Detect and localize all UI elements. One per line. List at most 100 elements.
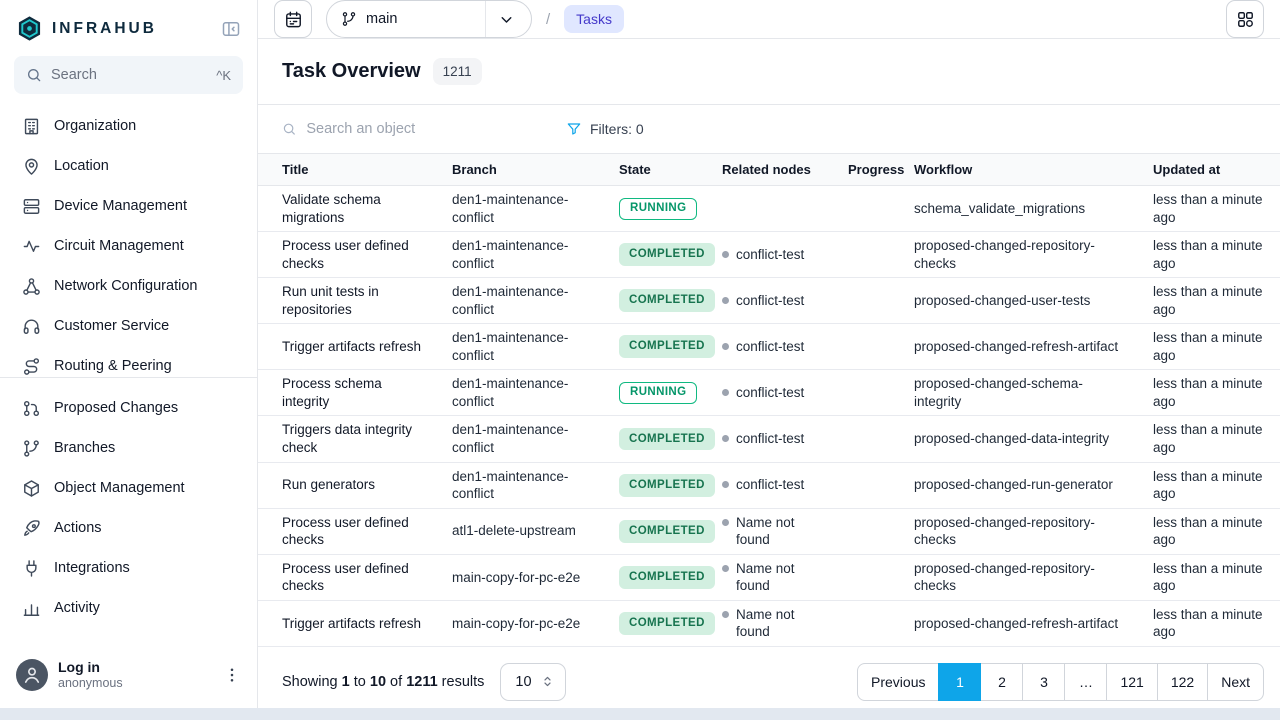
table-row[interactable]: Process user defined checks main-copy-fo…	[258, 554, 1280, 601]
sidebar-item-actions[interactable]: Actions	[12, 508, 245, 548]
sidebar: INFRAHUB Search ^K Organization Location…	[0, 0, 258, 708]
table-row[interactable]: Process user defined checks atl1-delete-…	[258, 508, 1280, 555]
sidebar-item-organization[interactable]: Organization	[12, 106, 245, 146]
cell-related-nodes: conflict-test	[710, 462, 836, 509]
sidebar-item-proposed-changes[interactable]: Proposed Changes	[12, 388, 245, 428]
sidebar-item-label: Customer Service	[54, 318, 170, 334]
pagination-ellipsis[interactable]: …	[1064, 662, 1108, 701]
table-row[interactable]: Trigger artifacts refresh den1-maintenan…	[258, 323, 1280, 371]
sidebar-item-routing-peering[interactable]: Routing & Peering	[12, 346, 245, 377]
plug-icon	[22, 559, 41, 578]
sidebar-item-branches[interactable]: Branches	[12, 428, 245, 468]
logo-row: INFRAHUB	[0, 0, 257, 54]
page-size-select[interactable]: 10	[500, 662, 566, 701]
object-search-input[interactable]	[306, 121, 522, 137]
cell-title: Run unit tests in repositories	[258, 277, 440, 325]
pagination-page-1[interactable]: 1	[938, 662, 982, 701]
cell-title: Validate schema migrations	[258, 185, 440, 233]
cell-updated-at: less than a minute ago	[1141, 277, 1280, 325]
pagination-previous[interactable]: Previous	[857, 662, 940, 701]
pagination-page-122[interactable]: 122	[1156, 662, 1209, 701]
cube-icon	[22, 479, 41, 498]
column-header-branch: Branch	[440, 153, 607, 186]
breadcrumb-tasks[interactable]: Tasks	[564, 5, 624, 33]
cell-branch: den1-maintenance-conflict	[440, 231, 607, 279]
apps-button[interactable]	[1226, 0, 1264, 38]
related-node-link[interactable]: conflict-test	[736, 339, 805, 355]
date-selector-button[interactable]	[274, 0, 312, 38]
object-search	[282, 121, 522, 137]
column-header-updated-at: Updated at	[1141, 153, 1280, 186]
chevron-down-icon	[498, 11, 515, 28]
pagination-page-2[interactable]: 2	[980, 662, 1024, 701]
branch-name: main	[366, 11, 398, 27]
tasks-table: Title Branch State Related nodes Progres…	[258, 153, 1280, 647]
pagination: Previous 1 2 3… 121 122 Next	[857, 662, 1264, 701]
sidebar-item-location[interactable]: Location	[12, 146, 245, 186]
login-button[interactable]: Log in	[58, 658, 100, 675]
user-menu-button[interactable]	[223, 666, 241, 684]
node-status-dot	[722, 435, 729, 443]
related-node-link[interactable]: Name not found	[736, 514, 795, 548]
state-badge: COMPLETED	[619, 473, 715, 497]
sidebar-item-network-configuration[interactable]: Network Configuration	[12, 266, 245, 306]
cell-branch: main-copy-for-pc-e2e	[440, 600, 607, 647]
cell-updated-at: less than a minute ago	[1141, 600, 1280, 647]
cell-progress	[836, 554, 902, 601]
sidebar-item-customer-service[interactable]: Customer Service	[12, 306, 245, 346]
main-area: main / Tasks Task Overview 121 1 Filters:…	[258, 0, 1280, 708]
sidebar-collapse-button[interactable]	[221, 19, 241, 39]
pagination-next[interactable]: Next	[1207, 662, 1264, 701]
sidebar-item-label: Activity	[54, 600, 100, 616]
column-header-progress: Progress	[836, 153, 904, 186]
node-status-dot	[722, 389, 729, 397]
branch-dropdown-toggle[interactable]	[485, 1, 525, 37]
breadcrumb-separator: /	[546, 10, 551, 28]
table-row[interactable]: Run unit tests in repositories den1-main…	[258, 277, 1280, 325]
page-title: Task Overview	[282, 60, 421, 82]
table-row[interactable]: Process user defined checks den1-mainten…	[258, 231, 1280, 279]
related-node-link[interactable]: conflict-test	[736, 431, 805, 447]
sidebar-item-label: Integrations	[54, 560, 130, 576]
table-toolbar: Filters: 0	[258, 105, 1280, 153]
sidebar-item-label: Proposed Changes	[54, 400, 179, 416]
related-node-link[interactable]: Name not found	[736, 560, 795, 594]
sidebar-item-integrations[interactable]: Integrations	[12, 548, 245, 588]
table-row[interactable]: Process schema integrity den1-maintenanc…	[258, 369, 1280, 417]
sidebar-item-label: Organization	[54, 118, 137, 134]
related-node-link[interactable]: conflict-test	[736, 246, 805, 262]
sidebar-item-circuit-management[interactable]: Circuit Management	[12, 226, 245, 266]
logo-text: INFRAHUB	[52, 19, 157, 37]
sidebar-item-object-management[interactable]: Object Management	[12, 468, 245, 508]
cell-title: Trigger artifacts refresh	[258, 600, 440, 647]
cell-title: Process user defined checks	[258, 554, 440, 601]
pagination-page-121[interactable]: 121	[1106, 662, 1158, 701]
cell-state: COMPLETED	[607, 231, 715, 279]
cell-updated-at: less than a minute ago	[1141, 508, 1280, 555]
headset-icon	[22, 317, 41, 336]
state-badge: COMPLETED	[619, 243, 715, 267]
table-row[interactable]: Run generators den1-maintenance-conflict…	[258, 462, 1280, 509]
sidebar-item-label: Location	[54, 158, 109, 174]
cell-workflow: proposed-changed-refresh-artifact	[902, 323, 1141, 371]
table-row[interactable]: Validate schema migrations den1-maintena…	[258, 185, 1280, 233]
related-node-link[interactable]: conflict-test	[736, 292, 805, 308]
state-badge: RUNNING	[619, 381, 698, 404]
filters-button[interactable]: Filters: 0	[566, 121, 644, 137]
branch-selector[interactable]: main	[326, 0, 532, 38]
sidebar-search[interactable]: Search ^K	[14, 56, 243, 94]
related-node-link[interactable]: Name not found	[736, 606, 795, 640]
related-node-link[interactable]: conflict-test	[736, 385, 805, 401]
sidebar-user-section: Log in anonymous	[0, 647, 257, 708]
chart-icon	[22, 599, 41, 618]
user-info[interactable]: Log in anonymous	[58, 659, 123, 692]
network-icon	[22, 277, 41, 296]
sidebar-item-activity[interactable]: Activity	[12, 588, 245, 628]
pagination-page-3[interactable]: 3	[1022, 662, 1066, 701]
sidebar-item-device-management[interactable]: Device Management	[12, 186, 245, 226]
related-node-link[interactable]: conflict-test	[736, 477, 805, 493]
table-row[interactable]: Triggers data integrity check den1-maint…	[258, 415, 1280, 463]
page-size-value: 10	[515, 673, 532, 690]
table-row[interactable]: Trigger artifacts refresh main-copy-for-…	[258, 600, 1280, 647]
